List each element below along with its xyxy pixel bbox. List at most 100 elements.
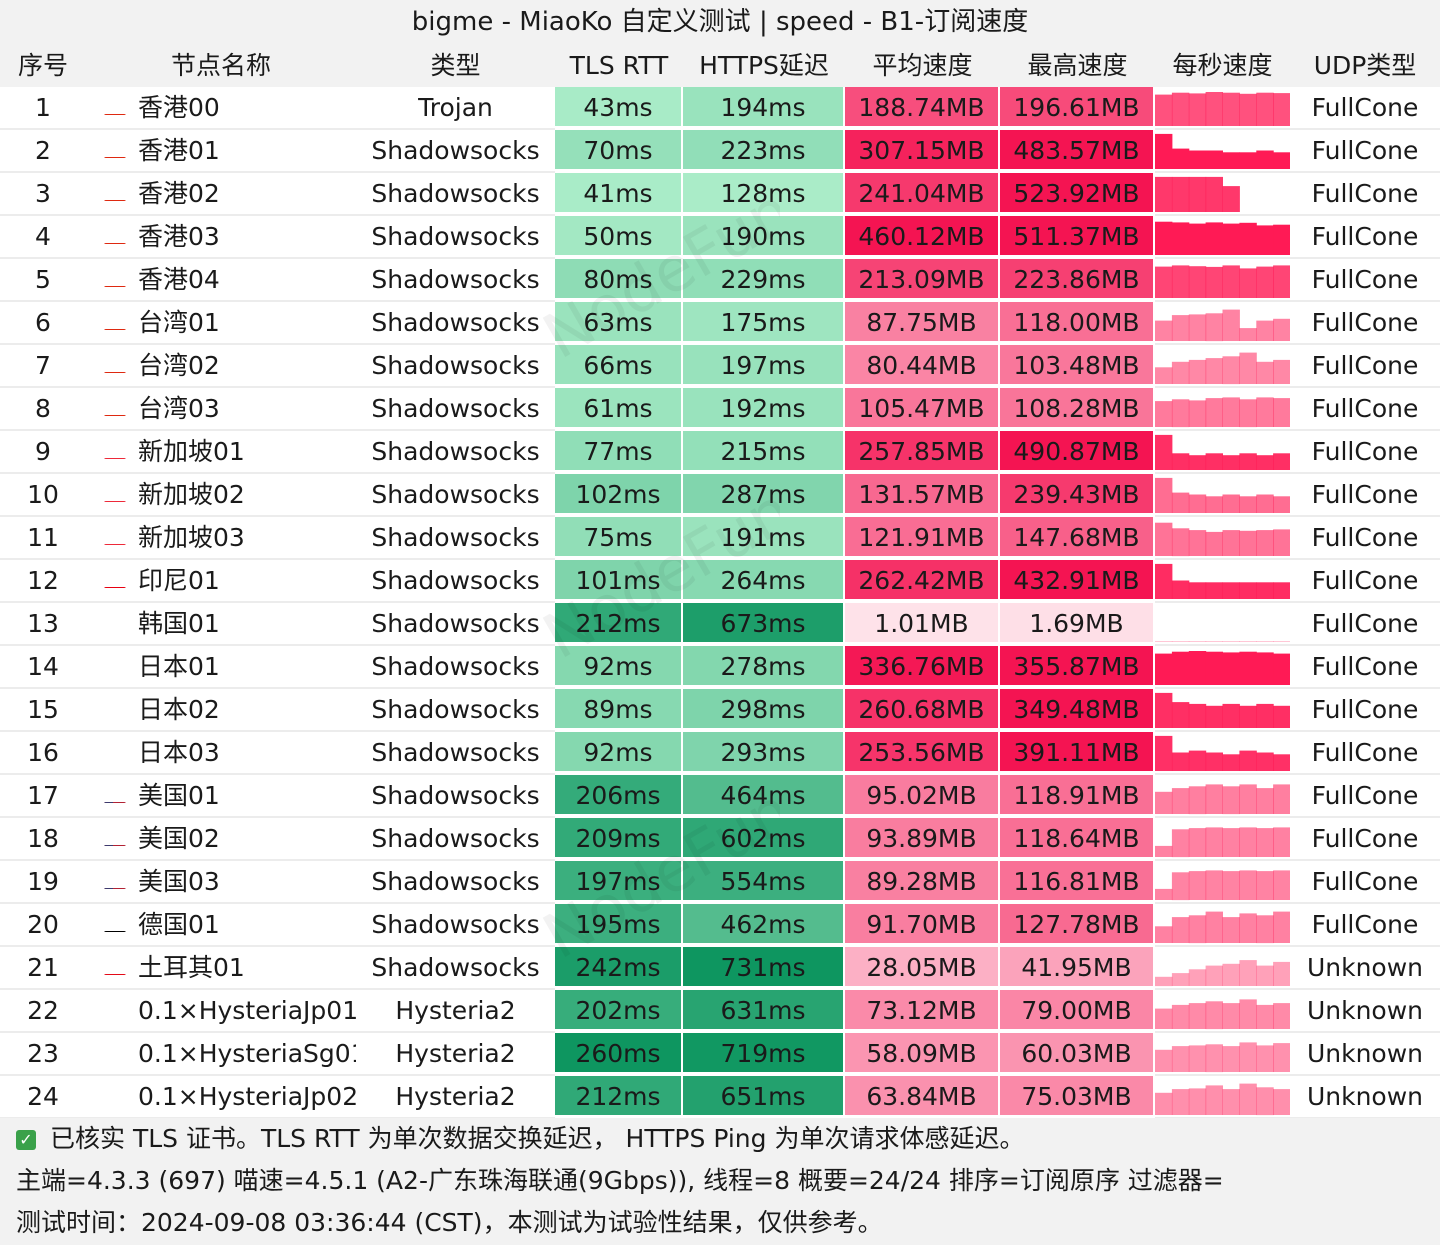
node-name: 香港02 [138,179,220,208]
speed-bar [1171,265,1190,298]
speed-bar [1205,1001,1223,1030]
speed-bar [1273,359,1290,384]
speed-bar [1155,434,1173,470]
column-header-udp[interactable]: UDP类型 [1313,51,1417,80]
cell-https: 673ms [683,603,845,644]
speed-bar [1256,828,1274,857]
column-header-spark[interactable]: 每秒速度 [1172,51,1273,80]
speed-bar [1239,268,1257,298]
speed-bar [1222,92,1240,126]
speed-bar [1171,453,1190,470]
node-name: 香港01 [138,136,220,165]
speed-bar [1171,702,1190,728]
cell-name: 香港03 [86,216,356,259]
cell-tls: 92ms [555,732,683,773]
speed-bar [1188,176,1207,212]
cell-name: 美国02 [86,818,356,861]
cell-udp: Unknown [1290,990,1440,1033]
cell-tls: 242ms [555,947,683,988]
cell-type: Shadowsocks [356,517,555,560]
cell-no: 19 [0,861,86,904]
cell-name: 香港00 [86,87,356,130]
cn-flag [104,315,126,330]
speed-bar [1205,150,1223,169]
speed-bar [1205,531,1223,556]
speed-bar [1188,150,1207,169]
speed-bar [1155,221,1173,255]
column-header-type[interactable]: 类型 [430,51,481,80]
node-name: 0.1×HysteriaSg01 [138,1039,356,1068]
hy-icon [104,1003,126,1018]
cell-no: 16 [0,732,86,775]
cell-name: 香港02 [86,173,356,216]
cell-type: Shadowsocks [356,904,555,947]
cell-tls: 50ms [555,216,683,257]
cell-type: Shadowsocks [356,431,555,474]
table-row: 22 0.1×HysteriaJp01 Hysteria2 202ms 631ms 73.… [0,990,1440,1033]
column-header-https[interactable]: HTTPS延迟 [699,51,829,80]
speed-bar [1155,133,1173,169]
cn-flag [104,401,126,416]
cell-name: 日本02 [86,689,356,732]
column-header-max[interactable]: 最高速度 [1027,51,1128,80]
cell-spark [1155,1033,1290,1076]
cell-name: 香港01 [86,130,356,173]
cell-type: Shadowsocks [356,775,555,818]
column-header-name[interactable]: 节点名称 [170,51,271,80]
speed-sparkline [1155,784,1290,815]
id-flag [104,573,126,588]
cell-max: 391.11MB [1000,732,1155,773]
cell-name: 台湾03 [86,388,356,431]
speed-bar [1273,529,1290,556]
speed-bar [1171,973,1190,986]
de-flag [104,917,126,932]
cell-spark [1155,431,1290,474]
speed-bar [1273,784,1290,814]
speed-sparkline [1155,221,1290,255]
cell-tls: 212ms [555,1076,683,1117]
cell-name: 德国01 [86,904,356,947]
us-flag [104,831,126,846]
speed-bar [1273,754,1290,771]
speed-bar [1205,266,1223,298]
column-header-no[interactable]: 序号 [17,51,68,80]
speed-bar [1256,582,1274,599]
speed-bar [1205,827,1223,857]
speed-bar [1256,871,1274,900]
sg-flag [104,487,126,502]
cell-https: 298ms [683,689,845,730]
footer-line-tls: ✓ 已核实 TLS 证书。TLS RTT 为单次数据交换延迟， HTTPS Pin… [16,1118,1024,1160]
node-name: 台湾01 [138,308,220,337]
cell-avg: 257.85MB [845,431,1000,472]
cell-udp: Unknown [1290,1076,1440,1119]
cell-name: 台湾02 [86,345,356,388]
speed-bar [1171,528,1190,557]
speed-sparkline [1155,397,1290,428]
node-name: 日本03 [138,738,220,767]
cell-avg: 460.12MB [845,216,1000,257]
speed-bar [1205,705,1223,728]
sg-flag [104,444,126,459]
cell-udp: FullCone [1290,259,1440,302]
speed-bar [1171,399,1190,428]
speed-bar [1239,651,1257,685]
speed-bar [1188,455,1207,470]
cell-name: 土耳其01 [86,947,356,990]
speed-sparkline [1155,352,1290,385]
hk-flag [104,229,126,244]
hk-flag [104,272,126,287]
cell-type: Shadowsocks [356,388,555,431]
speed-bar [1273,1089,1290,1115]
column-header-avg[interactable]: 平均速度 [872,51,973,80]
cell-max: 103.48MB [1000,345,1155,386]
cell-udp: FullCone [1290,775,1440,818]
column-header-tls[interactable]: TLS RTT [569,51,669,80]
speed-bar [1256,1045,1274,1072]
hy-icon [104,1046,126,1061]
cell-udp: FullCone [1290,861,1440,904]
node-name: 0.1×HysteriaJp02 [138,1082,356,1111]
speed-bar [1256,752,1274,771]
speed-bar [1205,496,1223,513]
node-name: 美国03 [138,867,220,896]
cell-udp: FullCone [1290,517,1440,560]
